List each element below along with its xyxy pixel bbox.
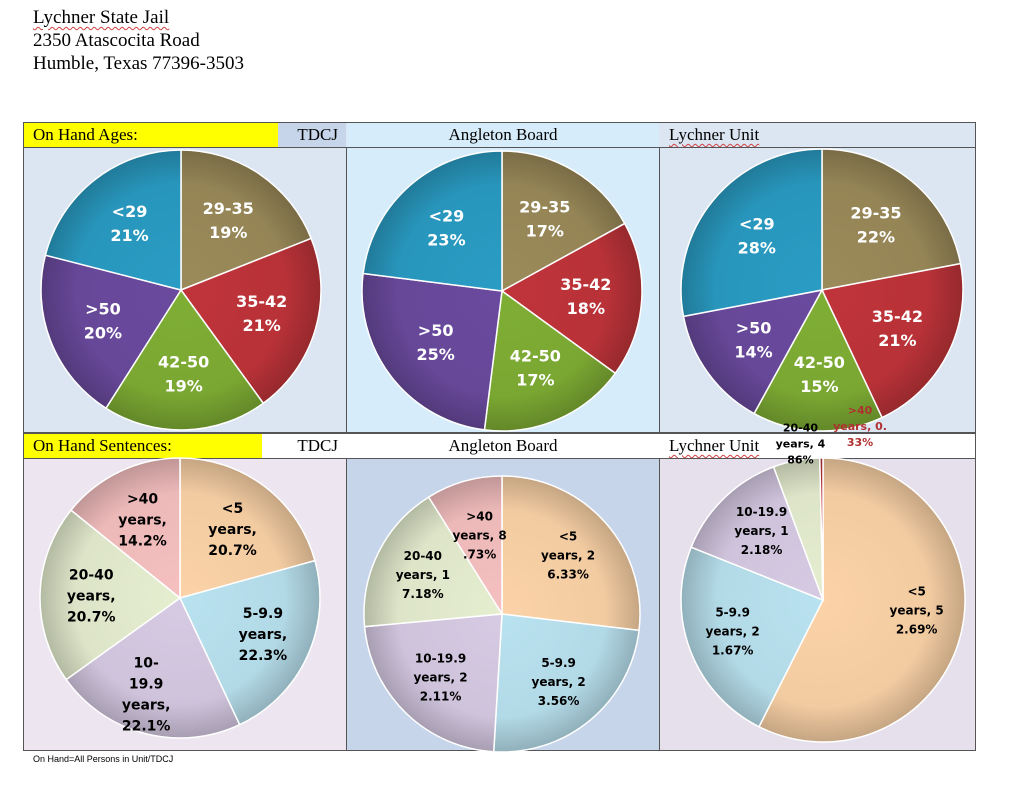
pie-slice-label: >50 14%	[734, 318, 772, 361]
pie-slice	[179, 457, 316, 599]
pie-sentences-lychner-unit: <5 years, 5 2.69% 5-9.9 years, 2 1.67% 10-19.9…	[680, 404, 966, 743]
pie-slice-label: 35-42 21%	[872, 307, 923, 350]
ages-col-tdcj: TDCJ	[278, 123, 346, 147]
pie-slice	[363, 613, 503, 753]
sentences-row-label: On Hand Sentences:	[24, 434, 262, 458]
address-line-3: Humble, Texas 77396-3503	[33, 53, 244, 74]
pie-slice	[427, 475, 503, 617]
pie-slice-label: 10-19.9 years, 2 2.11%	[413, 652, 467, 704]
pie-slice	[819, 457, 824, 601]
pie-slice-label: 20-40 years, 4 86%	[776, 421, 826, 466]
pie-slice	[40, 254, 183, 410]
pie-slice-label: 42-50 17%	[510, 347, 561, 390]
pie-slice-label: >40 years, 0. 33%	[833, 404, 887, 449]
pie-slice-label: 42-50 15%	[794, 353, 845, 396]
pie-slice-label: <29 23%	[427, 207, 465, 250]
pie-slice	[680, 148, 823, 318]
sentences-col-lychner: Lychner Unit	[669, 436, 760, 455]
pie-slice-label: 29-35 22%	[850, 203, 901, 246]
pie-slice-label: 20-40 years, 20.7%	[67, 567, 116, 625]
pie-slice-label: 10-19.9 years, 1 2.18%	[734, 505, 788, 557]
pie-slice	[69, 457, 181, 600]
ages-row-label: On Hand Ages:	[24, 123, 278, 147]
sentences-col-angleton: Angleton Board	[448, 436, 558, 455]
pie-slice	[39, 509, 182, 681]
pie-slice-label: 20-40 years, 1 7.18%	[396, 549, 450, 601]
pie-slice	[820, 262, 964, 419]
pie-ages-tdcj: 29-35 19% 35-42 21% 42-50 19% >50 20% <29 21%	[40, 149, 322, 431]
pie-slice-label: 5-9.9 years, 2 3.56%	[532, 656, 586, 708]
sentences-col-tdcj: TDCJ	[297, 436, 338, 455]
pie-slice-label: >50 25%	[416, 321, 454, 364]
pie-slice	[690, 465, 825, 602]
pie-slice	[363, 496, 504, 628]
pie-slice-label: >50 20%	[84, 300, 122, 343]
pie-slice-label: <5 years, 20.7%	[208, 501, 257, 559]
pie-ages-lychner-unit: 29-35 22% 35-42 21% 42-50 15% >50 14% <29 28%	[680, 148, 964, 432]
address-line-1: Lychner State Jail	[33, 7, 170, 28]
pie-slice-label: <29 21%	[110, 202, 148, 245]
ages-col-lychner: Lychner Unit	[669, 125, 760, 144]
pie-sentences-angleton-board: <5 years, 2 6.33% 5-9.9 years, 2 3.56% 10-19.9…	[363, 475, 641, 753]
pie-slice	[757, 457, 966, 743]
pie-slice-label: 42-50 19%	[158, 353, 209, 396]
pie-slice	[680, 546, 825, 728]
pie-slice	[178, 559, 321, 726]
pie-slice	[179, 237, 322, 405]
pie-slice	[501, 475, 641, 632]
pie-slice	[501, 150, 626, 293]
pie-slice	[492, 613, 640, 753]
pie-sentences-tdcj: <5 years, 20.7% 5-9.9 years, 22.3% 10-19.9 year…	[39, 457, 321, 739]
pie-slice	[104, 288, 265, 431]
pie-slice-label: <5 years, 5 2.69%	[890, 585, 944, 637]
pie-slice-label: 5-9.9 years, 22.3%	[239, 606, 288, 664]
address-line-2: 2350 Atascocita Road	[33, 30, 200, 51]
pie-slice-label: 10-19.9 years, 22.1%	[122, 655, 171, 734]
pie-slice-label: 29-35 17%	[519, 197, 570, 240]
pie-slice	[682, 288, 824, 415]
pie-ages-angleton-board: 29-35 17% 35-42 18% 42-50 17% >50 25% <29 23%	[361, 150, 643, 432]
pie-slice	[483, 289, 617, 432]
pie-slice-label: >40 years, 14.2%	[118, 492, 167, 550]
pie-slice	[65, 596, 241, 739]
address-block: Lychner State Jail 2350 Atascocita Road …	[33, 6, 244, 75]
pie-slice-label: 5-9.9 years, 2 1.67%	[706, 605, 760, 657]
pie-slice-label: 35-42 18%	[560, 275, 611, 318]
ages-col-angleton: Angleton Board	[347, 123, 659, 147]
pie-slice-label: <29 28%	[738, 215, 776, 258]
pie-slice	[500, 222, 643, 375]
pie-slice-label: <5 years, 2 6.33%	[541, 530, 595, 582]
pie-slice	[180, 149, 313, 292]
pie-slice-label: 35-42 21%	[236, 292, 287, 335]
footnote: On Hand=All Persons in Unit/TDCJ	[33, 754, 174, 764]
pie-slice-label: 29-35 19%	[203, 199, 254, 242]
pie-slice	[362, 150, 503, 292]
pie-slice	[753, 288, 884, 432]
pie-slice	[44, 149, 182, 291]
pie-slice-label: >40 years, 8.73%	[452, 509, 506, 561]
pie-slice	[821, 148, 962, 291]
pie-slice	[361, 272, 503, 431]
